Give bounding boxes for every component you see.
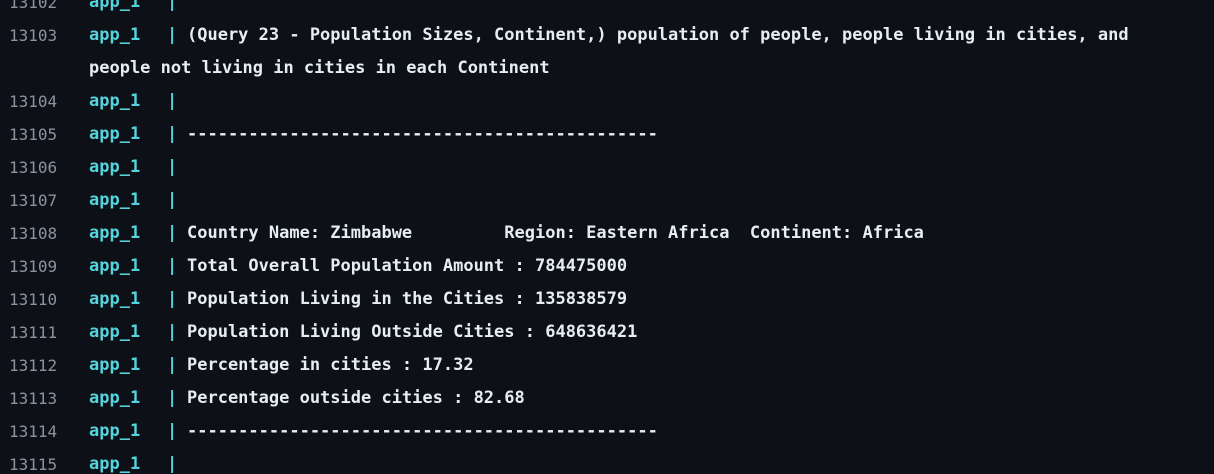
log-line: 13106 app_1 | — [0, 151, 1214, 184]
log-message: Percentage in cities : 17.32 — [187, 355, 474, 375]
log-line: 13113 app_1 | Percentage outside cities … — [0, 382, 1214, 415]
line-number: 13102 — [9, 0, 58, 12]
line-number: 13110 — [9, 290, 58, 309]
separator: | — [167, 256, 178, 276]
service-name: app_1 — [89, 0, 141, 12]
separator: | — [167, 25, 178, 45]
service-name: app_1 — [89, 388, 141, 408]
log-line: 13111 app_1 | Population Living Outside … — [0, 316, 1214, 349]
separator: | — [167, 388, 178, 408]
separator: | — [167, 91, 178, 111]
line-number: 13105 — [9, 125, 58, 144]
line-number: 13111 — [9, 323, 58, 342]
log-line: 13104 app_1 | — [0, 85, 1214, 118]
service-name: app_1 — [89, 289, 141, 309]
service-name: app_1 — [89, 157, 141, 177]
separator: | — [167, 322, 178, 342]
service-name: app_1 — [89, 355, 141, 375]
log-message: Total Overall Population Amount : 784475… — [187, 256, 628, 276]
log-line: 13103 app_1 | (Query 23 - Population Siz… — [0, 19, 1214, 85]
separator: | — [167, 124, 178, 144]
log-line: 13108 app_1 | Country Name: Zimbabwe Reg… — [0, 217, 1214, 250]
log-message: Population Living in the Cities : 135838… — [187, 289, 628, 309]
line-number: 13104 — [9, 92, 58, 111]
log-line: 13107 app_1 | — [0, 184, 1214, 217]
separator: | — [167, 454, 178, 474]
separator: | — [167, 289, 178, 309]
service-name: app_1 — [89, 124, 141, 144]
line-number: 13106 — [9, 158, 58, 177]
separator: | — [167, 190, 178, 210]
log-line: 13102 app_1 | — [0, 0, 1214, 19]
line-number: 13109 — [9, 257, 58, 276]
service-name: app_1 — [89, 454, 141, 474]
log-line: 13115 app_1 | — [0, 448, 1214, 474]
log-line: 13109 app_1 | Total Overall Population A… — [0, 250, 1214, 283]
line-number: 13115 — [9, 455, 58, 474]
service-name: app_1 — [89, 256, 141, 276]
log-message: Percentage outside cities : 82.68 — [187, 388, 525, 408]
log-line: 13105 app_1 | --------------------------… — [0, 118, 1214, 151]
service-name: app_1 — [89, 322, 141, 342]
service-name: app_1 — [89, 421, 141, 441]
separator: | — [167, 157, 178, 177]
log-message: ----------------------------------------… — [187, 421, 658, 441]
separator: | — [167, 0, 178, 12]
log-message: ----------------------------------------… — [187, 124, 658, 144]
log-message: Population Living Outside Cities : 64863… — [187, 322, 638, 342]
service-name: app_1 — [89, 223, 141, 243]
log-line: 13110 app_1 | Population Living in the C… — [0, 283, 1214, 316]
line-number: 13103 — [9, 26, 58, 45]
separator: | — [167, 223, 178, 243]
separator: | — [167, 421, 178, 441]
service-name: app_1 — [89, 190, 141, 210]
line-number: 13114 — [9, 422, 58, 441]
service-name: app_1 — [89, 25, 141, 45]
line-number: 13112 — [9, 356, 58, 375]
log-message: Country Name: Zimbabwe Region: Eastern A… — [187, 223, 924, 243]
log-line: 13112 app_1 | Percentage in cities : 17.… — [0, 349, 1214, 382]
log-line: 13114 app_1 | --------------------------… — [0, 415, 1214, 448]
line-number: 13107 — [9, 191, 58, 210]
log-message: (Query 23 - Population Sizes, Continent,… — [89, 25, 1139, 78]
service-name: app_1 — [89, 91, 141, 111]
separator: | — [167, 355, 178, 375]
line-number: 13113 — [9, 389, 58, 408]
line-number: 13108 — [9, 224, 58, 243]
